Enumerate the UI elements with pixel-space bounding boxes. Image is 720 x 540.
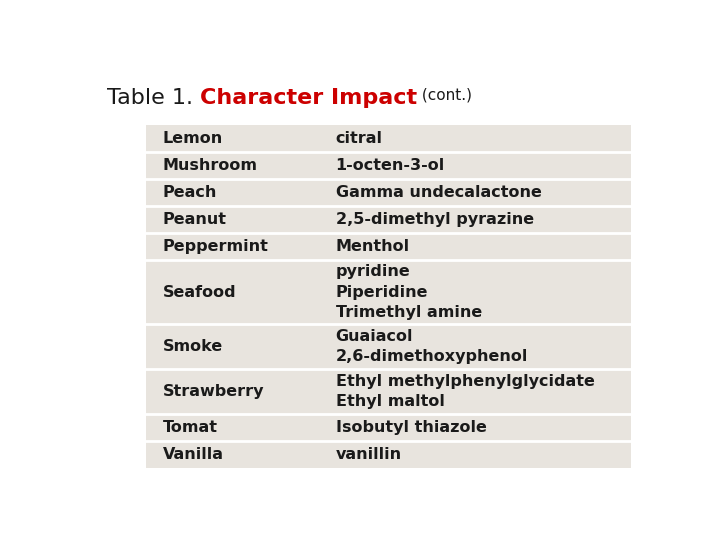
Text: Smoke: Smoke bbox=[163, 339, 222, 354]
Bar bbox=[145, 125, 631, 152]
Text: Strawberry: Strawberry bbox=[163, 384, 264, 399]
Bar bbox=[145, 441, 631, 468]
Text: Ethyl methylphenylglycidate
Ethyl maltol: Ethyl methylphenylglycidate Ethyl maltol bbox=[336, 374, 595, 409]
Text: 2,5-dimethyl pyrazine: 2,5-dimethyl pyrazine bbox=[336, 212, 534, 227]
Text: pyridine
Piperidine
Trimethyl amine: pyridine Piperidine Trimethyl amine bbox=[336, 264, 482, 320]
Text: Menthol: Menthol bbox=[336, 239, 410, 254]
Text: vanillin: vanillin bbox=[336, 447, 402, 462]
Text: Character Impact: Character Impact bbox=[200, 87, 417, 107]
Bar bbox=[145, 323, 631, 369]
Text: Mushroom: Mushroom bbox=[163, 158, 258, 173]
Bar bbox=[145, 206, 631, 233]
Text: Peanut: Peanut bbox=[163, 212, 227, 227]
Text: Isobutyl thiazole: Isobutyl thiazole bbox=[336, 420, 487, 435]
Bar bbox=[145, 179, 631, 206]
Text: Tomat: Tomat bbox=[163, 420, 217, 435]
Text: Table 1.: Table 1. bbox=[107, 87, 200, 107]
Text: Gamma undecalactone: Gamma undecalactone bbox=[336, 185, 541, 200]
Text: citral: citral bbox=[336, 131, 382, 146]
Bar bbox=[145, 233, 631, 260]
Bar bbox=[145, 414, 631, 441]
Text: Peach: Peach bbox=[163, 185, 217, 200]
Bar bbox=[145, 152, 631, 179]
Text: Vanilla: Vanilla bbox=[163, 447, 223, 462]
Bar bbox=[145, 369, 631, 414]
Text: Guaiacol
2,6-dimethoxyphenol: Guaiacol 2,6-dimethoxyphenol bbox=[336, 328, 528, 364]
Text: Seafood: Seafood bbox=[163, 285, 236, 300]
Text: Lemon: Lemon bbox=[163, 131, 222, 146]
Text: (cont.): (cont.) bbox=[417, 87, 472, 103]
Text: Peppermint: Peppermint bbox=[163, 239, 269, 254]
Text: 1-octen-3-ol: 1-octen-3-ol bbox=[336, 158, 445, 173]
Bar bbox=[145, 260, 631, 323]
